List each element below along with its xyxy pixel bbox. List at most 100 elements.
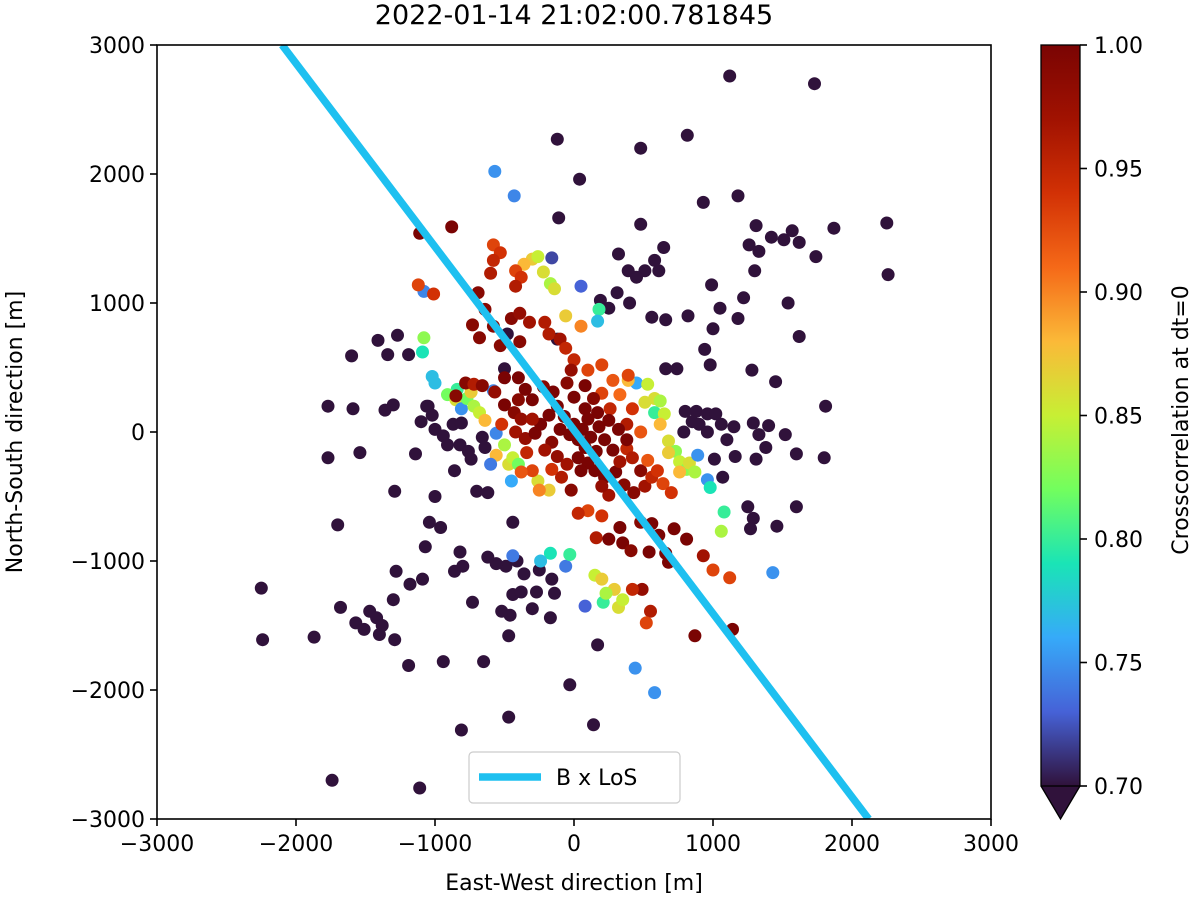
legend: B x LoS	[468, 751, 681, 804]
data-point	[641, 453, 655, 467]
data-point	[589, 531, 603, 545]
data-point	[703, 481, 717, 494]
colorbar-tick-label: 0.90	[1094, 281, 1143, 306]
data-point	[645, 310, 659, 324]
data-point	[525, 412, 539, 426]
data-point	[538, 315, 552, 329]
data-point	[648, 253, 662, 267]
data-point	[630, 270, 643, 284]
data-point	[698, 342, 712, 356]
data-point	[634, 217, 648, 231]
data-point	[696, 195, 710, 209]
data-point	[817, 451, 831, 465]
data-point	[707, 452, 721, 466]
data-point	[502, 629, 516, 643]
data-point	[571, 451, 585, 465]
data-point	[514, 412, 528, 426]
data-point	[402, 659, 416, 672]
data-point	[486, 253, 500, 267]
data-point	[445, 220, 459, 234]
data-point	[454, 416, 468, 430]
data-point	[325, 773, 339, 787]
data-point	[706, 322, 720, 336]
data-point	[610, 286, 624, 300]
data-point	[428, 376, 442, 390]
colorbar-label: Crosscorrelation at dt=0	[1169, 285, 1194, 554]
data-point	[420, 399, 434, 413]
data-point	[464, 452, 478, 466]
data-point	[517, 567, 531, 581]
data-point	[475, 379, 489, 393]
data-point	[656, 477, 670, 491]
data-point	[402, 348, 416, 362]
data-point	[530, 585, 543, 599]
data-point	[612, 422, 625, 436]
data-point	[703, 358, 717, 372]
data-point	[792, 235, 806, 249]
data-point	[624, 544, 638, 558]
data-point	[746, 416, 760, 430]
data-point	[744, 522, 757, 536]
data-point	[592, 420, 606, 434]
colorbar-tick-label: 0.95	[1094, 158, 1143, 183]
data-point	[748, 264, 762, 278]
data-point	[591, 314, 605, 328]
data-point	[436, 655, 450, 669]
data-point	[357, 622, 371, 636]
data-point	[416, 345, 429, 359]
data-point	[514, 465, 528, 479]
data-point	[473, 331, 486, 345]
data-point	[453, 545, 467, 559]
data-point	[417, 331, 431, 345]
data-point	[778, 428, 792, 442]
data-point	[688, 465, 702, 479]
legend-label-b-x-los: B x LoS	[556, 766, 637, 791]
data-point	[563, 678, 577, 692]
data-point	[595, 358, 609, 372]
data-point	[752, 428, 766, 442]
data-point	[388, 484, 402, 498]
data-point	[737, 291, 751, 305]
x-tick-label: −2000	[259, 832, 333, 857]
data-point	[731, 189, 745, 203]
data-point	[409, 447, 422, 461]
data-point	[470, 484, 484, 498]
data-point	[745, 363, 759, 377]
x-tick-label: 2000	[824, 832, 880, 857]
data-point	[769, 375, 783, 389]
data-point	[648, 686, 662, 700]
data-point	[413, 781, 427, 795]
data-point	[673, 465, 687, 479]
data-point	[634, 141, 648, 155]
data-point	[602, 488, 616, 502]
data-point	[652, 264, 666, 278]
data-point	[662, 446, 675, 460]
data-point	[581, 412, 595, 426]
data-point	[591, 406, 605, 420]
data-point	[478, 413, 492, 427]
data-point	[434, 521, 448, 534]
data-point	[484, 457, 498, 471]
data-point	[256, 633, 270, 647]
data-point	[466, 595, 479, 609]
data-point	[388, 633, 402, 647]
data-point	[454, 723, 468, 737]
data-point	[616, 536, 630, 550]
data-point	[509, 425, 523, 439]
data-point	[371, 333, 385, 347]
data-point	[599, 586, 613, 600]
x-tick-label: −1000	[398, 832, 472, 857]
scatter-points	[254, 69, 895, 795]
data-point	[506, 515, 520, 529]
data-point	[723, 69, 737, 83]
data-point	[391, 328, 404, 342]
data-point	[764, 230, 778, 244]
data-point	[731, 312, 745, 325]
data-point	[416, 572, 429, 586]
y-tick-label: 2000	[89, 163, 145, 188]
data-point	[536, 265, 550, 279]
data-point	[621, 368, 635, 382]
data-point	[700, 425, 714, 439]
data-point	[542, 327, 556, 341]
x-tick-label: 0	[567, 832, 581, 857]
